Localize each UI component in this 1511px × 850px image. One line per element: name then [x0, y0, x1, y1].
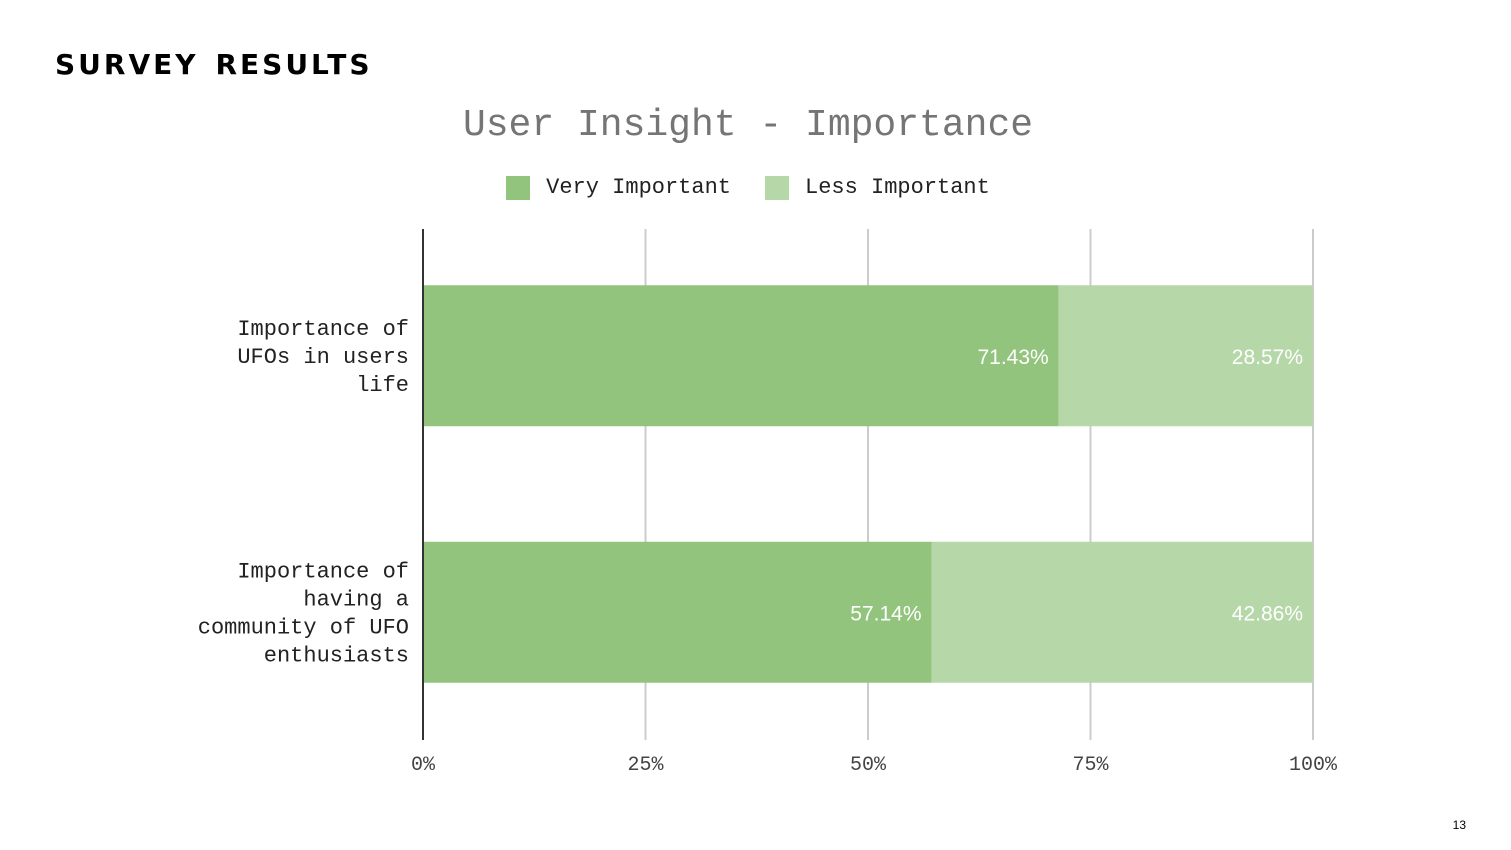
category-label-line: UFOs in users: [237, 345, 409, 370]
bar-1-0: [423, 541, 932, 683]
page-number: 13: [1452, 818, 1466, 832]
category-label-line: having a: [303, 587, 409, 612]
category-label-line: life: [356, 373, 409, 398]
legend-label-less-important: Less Important: [805, 175, 990, 200]
chart-legend: Very Important Less Important: [0, 175, 1496, 200]
legend-swatch-less-important: [765, 175, 789, 200]
category-label-line: enthusiasts: [264, 643, 409, 668]
data-label-1-1: 42.86%: [1232, 602, 1303, 625]
category-label-1: Importance of having a community of UFO ent…: [198, 559, 409, 668]
bar-0-1: [1058, 285, 1313, 427]
bar-0-0: [423, 285, 1059, 427]
slide-heading: survey results: [55, 38, 373, 84]
data-label-0-0: 71.43%: [977, 346, 1048, 369]
x-tick-label-4: 100%: [1289, 754, 1338, 777]
category-label-line: Importance of: [237, 317, 409, 342]
data-label-0-1: 28.57%: [1232, 346, 1303, 369]
data-label-1-0: 57.14%: [850, 602, 921, 625]
category-label-line: community of UFO: [198, 615, 409, 640]
x-tick-label-3: 75%: [1072, 754, 1109, 777]
legend-item-less-important: Less Important: [765, 175, 990, 200]
x-tick-label-2: 50%: [850, 754, 887, 777]
bar-1-1: [931, 541, 1313, 683]
x-tick-label-1: 25%: [627, 754, 664, 777]
category-label-0: Importance of UFOs in users life: [237, 317, 409, 398]
legend-item-very-important: Very Important: [506, 175, 731, 200]
category-label-line: Importance of: [237, 559, 409, 584]
x-tick-label-0: 0%: [411, 754, 436, 777]
chart-title: User Insight - Importance: [462, 104, 1034, 147]
legend-swatch-very-important: [506, 175, 531, 200]
legend-label-very-important: Very Important: [546, 175, 731, 200]
